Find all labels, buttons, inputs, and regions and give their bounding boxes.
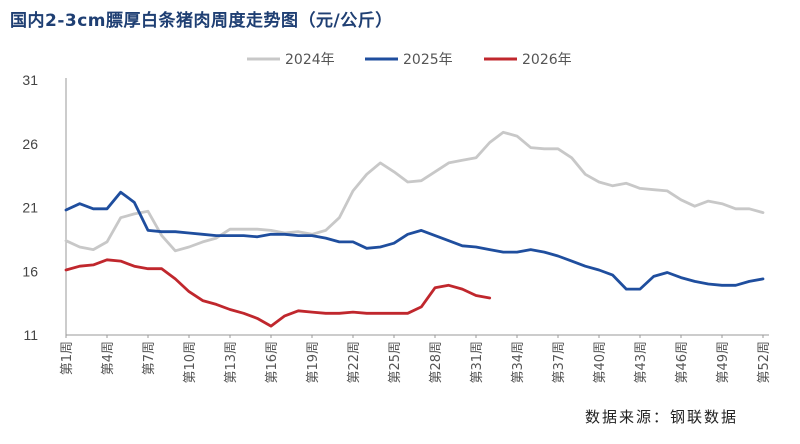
chart-title: 国内2-3cm膘厚白条猪肉周度走势图（元/公斤） [10, 11, 393, 31]
series-line-1 [64, 130, 765, 253]
x-tick-label: 第19周 [306, 341, 321, 384]
series-line-3 [64, 258, 492, 328]
x-tick-label: 第10周 [183, 341, 198, 384]
x-tick-label: 第28周 [429, 341, 444, 384]
legend-label: 2024年 [285, 52, 335, 68]
series-line-2 [64, 190, 765, 291]
x-tick-label: 第7周 [142, 341, 157, 375]
y-tick-label: 16 [22, 263, 38, 279]
x-tick-label: 第37周 [552, 341, 567, 384]
x-tick-label: 第25周 [388, 341, 403, 384]
x-tick-label: 第4周 [101, 341, 116, 375]
x-tick-label: 第31周 [470, 341, 485, 384]
x-tick-label: 第22周 [347, 341, 362, 384]
y-tick-label: 11 [23, 327, 38, 343]
x-tick-label: 第52周 [757, 341, 772, 384]
x-tick-label: 第13周 [224, 341, 239, 384]
x-tick-label: 第40周 [593, 341, 608, 384]
legend-label: 2025年 [403, 52, 453, 68]
x-tick-label: 第43周 [634, 341, 649, 384]
x-tick-label: 第49周 [716, 341, 731, 384]
x-tick-label: 第16周 [265, 341, 280, 384]
y-tick-label: 21 [22, 200, 38, 216]
y-tick-label: 31 [22, 72, 38, 88]
y-tick-label: 26 [22, 136, 38, 152]
x-tick-label: 第34周 [511, 341, 526, 384]
x-tick-label: 第1周 [60, 341, 75, 375]
x-tick-label: 第46周 [675, 341, 690, 384]
legend-label: 2026年 [522, 52, 572, 68]
source-note: 数据来源：钢联数据 [585, 408, 739, 426]
